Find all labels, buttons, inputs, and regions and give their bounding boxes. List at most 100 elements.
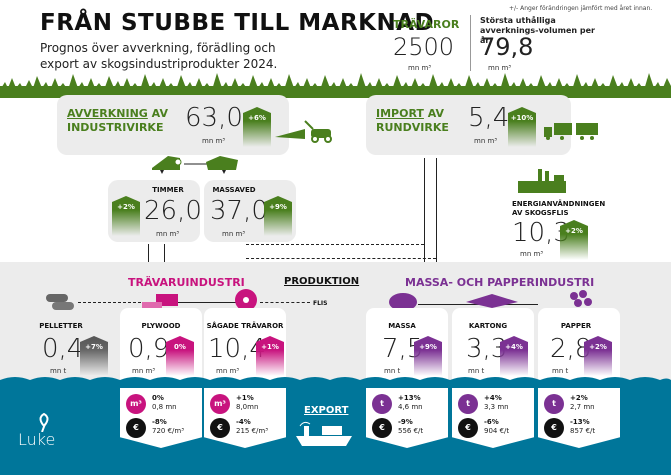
euro-icon: € xyxy=(210,418,230,438)
export-volume-change: 0% xyxy=(152,394,164,402)
export-price: 720 €/m³ xyxy=(152,427,185,435)
pellets-unit: mn t xyxy=(50,367,67,375)
export-volume: 8,0mn xyxy=(236,403,259,411)
page-title: FRÅN STUBBE TILL MARKNAD xyxy=(40,10,435,36)
import-unit: mn m³ xyxy=(474,137,498,145)
leaf-logo-icon xyxy=(39,412,49,432)
export-price-change: -13% xyxy=(570,418,590,426)
euro-icon: € xyxy=(544,418,564,438)
timber-card: TIMMER +2% 26,0 mn m³ xyxy=(108,180,202,242)
flis-label: FLIS xyxy=(313,300,328,307)
export-price-change: -8% xyxy=(152,418,167,426)
pellets-label: PELLETTER xyxy=(39,322,83,330)
export-volume-change: +1% xyxy=(236,394,254,402)
export-price-change: -4% xyxy=(236,418,251,426)
flow-line xyxy=(424,158,425,268)
plywood-unit: mn m³ xyxy=(132,367,156,375)
energy-unit: mn m³ xyxy=(520,250,544,258)
wave-decoration xyxy=(0,377,671,386)
harvest-unit: mn m³ xyxy=(202,137,226,145)
export-volume: 0,8 mn xyxy=(152,403,177,411)
paper-unit: mn t xyxy=(552,367,569,375)
travaror-label: TRÄVAROR xyxy=(393,18,460,31)
export-volume: 2,7 mn xyxy=(570,403,595,411)
logs-icon xyxy=(152,156,238,174)
cardboard-label: KARTONG xyxy=(468,322,508,330)
sawn-label: SÅGADE TRÄVAROR xyxy=(206,322,284,330)
flow-line xyxy=(260,302,310,303)
pellets-value: 0,4 xyxy=(42,334,84,364)
harvest-label: AVVERKNING AV INDUSTRIVIRKE xyxy=(67,107,168,134)
export-card-sawn: m³ +1% 8,0mn € -4% 215 €/m³ xyxy=(204,388,286,448)
harvest-value: 63,0 xyxy=(185,103,243,133)
sustainable-unit: mn m³ xyxy=(488,64,512,72)
travaror-value: 2500 xyxy=(393,33,455,61)
pulp-change-badge: +9% xyxy=(414,336,442,376)
paper-rolls-icon xyxy=(570,290,592,307)
cardboard-unit: mn t xyxy=(468,367,485,375)
flow-line xyxy=(78,302,146,303)
pulp-icon xyxy=(389,293,417,311)
import-card: IMPORT AV RUNDVIRKE 5,4 mn m³ +10% xyxy=(366,95,598,155)
timber-label: TIMMER xyxy=(152,186,184,194)
timber-value: 26,0 xyxy=(144,196,202,226)
cubic-meter-icon: m³ xyxy=(210,394,230,414)
factory-icon xyxy=(518,169,566,193)
plywood-label: PLYWOOD xyxy=(141,322,181,330)
export-price-change: -6% xyxy=(484,418,499,426)
flow-line xyxy=(436,158,437,268)
change-note: +/- Anger förändringen jämfört med året … xyxy=(509,5,653,12)
flow-line xyxy=(148,244,149,268)
export-price: 215 €/m³ xyxy=(236,427,269,435)
page-subtitle: Prognos över avverkning, förädling och e… xyxy=(40,41,278,71)
paper-change-badge: +2% xyxy=(584,336,612,376)
paper-label: PAPPER xyxy=(560,322,592,330)
export-volume-change: +13% xyxy=(398,394,421,402)
ton-icon: t xyxy=(544,394,564,414)
saw-blade-icon xyxy=(235,289,257,311)
harvest-change-badge: +6% xyxy=(243,107,271,147)
cardboard-change-badge: +4% xyxy=(500,336,528,376)
export-price: 904 €/t xyxy=(484,427,510,435)
plywood-value: 0,9 xyxy=(128,334,170,364)
import-label: IMPORT AV RUNDVIRKE xyxy=(376,107,449,134)
export-volume-change: +4% xyxy=(484,394,502,402)
ton-icon: t xyxy=(372,394,392,414)
green-band xyxy=(0,86,671,96)
cargo-ship-icon xyxy=(296,421,352,446)
cardboard-icon xyxy=(466,294,518,308)
import-value: 5,4 xyxy=(468,103,510,133)
export-card-paper: t +2% 2,7 mn € -13% 857 €/t xyxy=(538,388,620,448)
flow-line xyxy=(246,244,424,245)
export-card-pulp: t +13% 4,6 mn € -9% 556 €/t xyxy=(366,388,448,448)
plywood-change-badge: 0% xyxy=(166,336,194,376)
pulp-industry-title: MASSA- OCH PAPPERINDUSTRI xyxy=(405,276,595,289)
sawn-unit: mn m³ xyxy=(216,367,240,375)
export-price: 857 €/t xyxy=(570,427,596,435)
euro-icon: € xyxy=(126,418,146,438)
pulp-label: MASSA xyxy=(388,322,416,330)
export-price-change: -9% xyxy=(398,418,413,426)
flow-line xyxy=(178,302,240,303)
pellets-change-badge: +7% xyxy=(80,336,108,376)
pulpwood-value: 37,0 xyxy=(210,196,268,226)
pellets-icon xyxy=(46,294,74,310)
sawn-change-badge: +1% xyxy=(256,336,284,376)
harvest-card: AVVERKNING AV INDUSTRIVIRKE 63,0 mn m³ +… xyxy=(57,95,332,155)
timber-unit: mn m³ xyxy=(156,230,180,238)
flow-line xyxy=(164,244,165,268)
euro-icon: € xyxy=(372,418,392,438)
wood-industry-title: TRÄVARUINDUSTRI xyxy=(128,276,245,289)
pulp-unit: mn t xyxy=(384,367,401,375)
pulpwood-card: MASSAVED 37,0 mn m³ +9% xyxy=(204,180,296,242)
pulpwood-unit: mn m³ xyxy=(222,230,246,238)
cubic-meter-icon: m³ xyxy=(126,394,146,414)
production-label: PRODUKTION xyxy=(284,276,360,287)
ton-icon: t xyxy=(458,394,478,414)
euro-icon: € xyxy=(458,418,478,438)
export-volume: 3,3 mn xyxy=(484,403,509,411)
import-change-badge: +10% xyxy=(508,107,536,147)
export-volume-change: +2% xyxy=(570,394,588,402)
export-card-plywood: m³ 0% 0,8 mn € -8% 720 €/m³ xyxy=(120,388,202,448)
sustainable-value: 79,8 xyxy=(480,33,534,61)
